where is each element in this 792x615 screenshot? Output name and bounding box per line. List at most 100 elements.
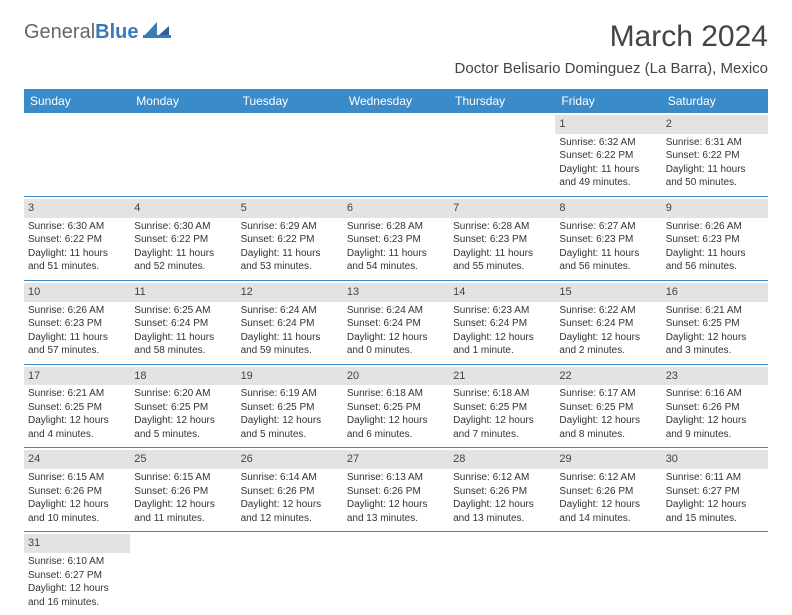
sunset-text: Sunset: 6:23 PM [347, 233, 445, 247]
sunrise-text: Sunrise: 6:29 AM [241, 220, 339, 234]
calendar-cell [449, 113, 555, 196]
calendar-cell [237, 113, 343, 196]
daylight-text: Daylight: 12 hours [134, 498, 232, 512]
day-number: 24 [24, 450, 130, 469]
daylight-text: and 51 minutes. [28, 260, 126, 274]
daylight-text: Daylight: 11 hours [559, 247, 657, 261]
daylight-text: and 5 minutes. [134, 428, 232, 442]
sunset-text: Sunset: 6:26 PM [241, 485, 339, 499]
daylight-text: and 2 minutes. [559, 344, 657, 358]
dayhead-sat: Saturday [662, 89, 768, 113]
sunset-text: Sunset: 6:26 PM [347, 485, 445, 499]
daylight-text: and 4 minutes. [28, 428, 126, 442]
sunrise-text: Sunrise: 6:24 AM [347, 304, 445, 318]
daylight-text: and 15 minutes. [666, 512, 764, 526]
dayhead-tue: Tuesday [237, 89, 343, 113]
sunrise-text: Sunrise: 6:32 AM [559, 136, 657, 150]
calendar-cell: 28Sunrise: 6:12 AMSunset: 6:26 PMDayligh… [449, 448, 555, 532]
calendar-cell: 6Sunrise: 6:28 AMSunset: 6:23 PMDaylight… [343, 196, 449, 280]
calendar-cell: 14Sunrise: 6:23 AMSunset: 6:24 PMDayligh… [449, 280, 555, 364]
sunrise-text: Sunrise: 6:18 AM [453, 387, 551, 401]
daylight-text: Daylight: 12 hours [559, 414, 657, 428]
sunset-text: Sunset: 6:24 PM [134, 317, 232, 331]
sunset-text: Sunset: 6:26 PM [666, 401, 764, 415]
day-number: 7 [449, 199, 555, 218]
calendar-cell: 16Sunrise: 6:21 AMSunset: 6:25 PMDayligh… [662, 280, 768, 364]
day-number: 31 [24, 534, 130, 553]
day-number: 10 [24, 283, 130, 302]
calendar-row: 24Sunrise: 6:15 AMSunset: 6:26 PMDayligh… [24, 448, 768, 532]
calendar-cell: 13Sunrise: 6:24 AMSunset: 6:24 PMDayligh… [343, 280, 449, 364]
daylight-text: and 5 minutes. [241, 428, 339, 442]
calendar-cell: 4Sunrise: 6:30 AMSunset: 6:22 PMDaylight… [130, 196, 236, 280]
daylight-text: and 55 minutes. [453, 260, 551, 274]
daylight-text: Daylight: 11 hours [453, 247, 551, 261]
day-number: 1 [555, 115, 661, 134]
daylight-text: and 50 minutes. [666, 176, 764, 190]
daylight-text: and 13 minutes. [453, 512, 551, 526]
daylight-text: and 11 minutes. [134, 512, 232, 526]
calendar-cell: 1Sunrise: 6:32 AMSunset: 6:22 PMDaylight… [555, 113, 661, 196]
daylight-text: and 1 minute. [453, 344, 551, 358]
daylight-text: Daylight: 12 hours [241, 498, 339, 512]
calendar-cell: 25Sunrise: 6:15 AMSunset: 6:26 PMDayligh… [130, 448, 236, 532]
sunrise-text: Sunrise: 6:28 AM [347, 220, 445, 234]
calendar-row: 10Sunrise: 6:26 AMSunset: 6:23 PMDayligh… [24, 280, 768, 364]
sunset-text: Sunset: 6:22 PM [28, 233, 126, 247]
calendar-cell: 8Sunrise: 6:27 AMSunset: 6:23 PMDaylight… [555, 196, 661, 280]
sunrise-text: Sunrise: 6:26 AM [666, 220, 764, 234]
calendar-cell: 22Sunrise: 6:17 AMSunset: 6:25 PMDayligh… [555, 364, 661, 448]
day-number: 17 [24, 367, 130, 386]
sunset-text: Sunset: 6:23 PM [559, 233, 657, 247]
title-block: March 2024 Doctor Belisario Dominguez (L… [455, 20, 768, 77]
calendar-cell [237, 532, 343, 615]
logo: GeneralBlue [24, 20, 171, 44]
sunset-text: Sunset: 6:25 PM [559, 401, 657, 415]
daylight-text: Daylight: 11 hours [241, 331, 339, 345]
sunset-text: Sunset: 6:25 PM [453, 401, 551, 415]
calendar-row: 17Sunrise: 6:21 AMSunset: 6:25 PMDayligh… [24, 364, 768, 448]
day-number: 21 [449, 367, 555, 386]
calendar-cell: 30Sunrise: 6:11 AMSunset: 6:27 PMDayligh… [662, 448, 768, 532]
day-number: 3 [24, 199, 130, 218]
sunrise-text: Sunrise: 6:12 AM [453, 471, 551, 485]
daylight-text: and 49 minutes. [559, 176, 657, 190]
sunset-text: Sunset: 6:25 PM [666, 317, 764, 331]
sunrise-text: Sunrise: 6:27 AM [559, 220, 657, 234]
sunset-text: Sunset: 6:25 PM [134, 401, 232, 415]
sunrise-text: Sunrise: 6:24 AM [241, 304, 339, 318]
daylight-text: Daylight: 11 hours [666, 247, 764, 261]
calendar-cell: 10Sunrise: 6:26 AMSunset: 6:23 PMDayligh… [24, 280, 130, 364]
daylight-text: Daylight: 12 hours [453, 498, 551, 512]
logo-sail-icon [143, 20, 171, 44]
daylight-text: Daylight: 12 hours [559, 331, 657, 345]
daylight-text: and 13 minutes. [347, 512, 445, 526]
daylight-text: Daylight: 12 hours [347, 498, 445, 512]
sunset-text: Sunset: 6:24 PM [453, 317, 551, 331]
sunrise-text: Sunrise: 6:21 AM [28, 387, 126, 401]
daylight-text: Daylight: 12 hours [347, 331, 445, 345]
sunset-text: Sunset: 6:22 PM [559, 149, 657, 163]
calendar-cell: 15Sunrise: 6:22 AMSunset: 6:24 PMDayligh… [555, 280, 661, 364]
sunrise-text: Sunrise: 6:22 AM [559, 304, 657, 318]
sunset-text: Sunset: 6:26 PM [453, 485, 551, 499]
location-label: Doctor Belisario Dominguez (La Barra), M… [455, 60, 768, 77]
sunrise-text: Sunrise: 6:17 AM [559, 387, 657, 401]
dayhead-sun: Sunday [24, 89, 130, 113]
calendar-cell [24, 113, 130, 196]
calendar-cell: 24Sunrise: 6:15 AMSunset: 6:26 PMDayligh… [24, 448, 130, 532]
daylight-text: and 8 minutes. [559, 428, 657, 442]
calendar-row: 1 Sunrise: 6:32 AMSunset: 6:22 PM Daylight… [24, 113, 768, 196]
day-number: 13 [343, 283, 449, 302]
daylight-text: Daylight: 11 hours [666, 163, 764, 177]
day-number: 9 [662, 199, 768, 218]
sunrise-text: Sunrise: 6:20 AM [134, 387, 232, 401]
calendar-cell: 18Sunrise: 6:20 AMSunset: 6:25 PMDayligh… [130, 364, 236, 448]
daylight-text: and 0 minutes. [347, 344, 445, 358]
day-number: 25 [130, 450, 236, 469]
calendar-cell: 29Sunrise: 6:12 AMSunset: 6:26 PMDayligh… [555, 448, 661, 532]
calendar-cell: 23Sunrise: 6:16 AMSunset: 6:26 PMDayligh… [662, 364, 768, 448]
calendar-cell: 26Sunrise: 6:14 AMSunset: 6:26 PMDayligh… [237, 448, 343, 532]
sunrise-text: Sunrise: 6:10 AM [28, 555, 126, 569]
daylight-text: Daylight: 11 hours [28, 331, 126, 345]
